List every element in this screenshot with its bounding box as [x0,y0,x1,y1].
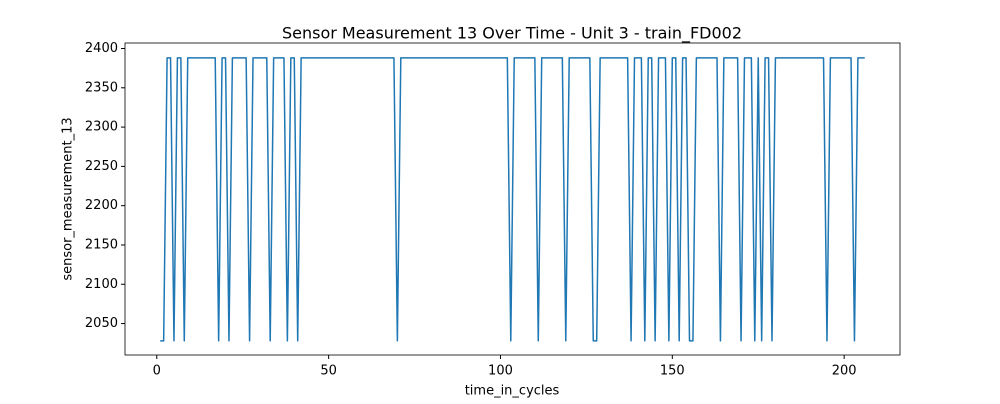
y-tick-label: 2050 [85,316,118,331]
y-tick-label: 2350 [85,80,118,95]
y-axis-label: sensor_measurement_13 [61,117,76,280]
y-tick-label: 2150 [85,237,118,252]
data-line [160,57,865,342]
y-tick-label: 2200 [85,198,118,213]
chart-title: Sensor Measurement 13 Over Time - Unit 3… [282,24,742,44]
y-tick-label: 2100 [85,277,118,292]
x-tick-label: 0 [153,364,161,379]
x-tick-label: 100 [488,364,513,379]
x-tick-label: 200 [832,364,857,379]
x-axis-label: time_in_cycles [465,384,560,399]
y-tick-label: 2250 [85,159,118,174]
x-tick-label: 150 [660,364,685,379]
plot-frame [124,42,901,356]
y-tick-label: 2400 [85,41,118,56]
x-tick-label: 50 [320,364,337,379]
y-tick-label: 2300 [85,120,118,135]
